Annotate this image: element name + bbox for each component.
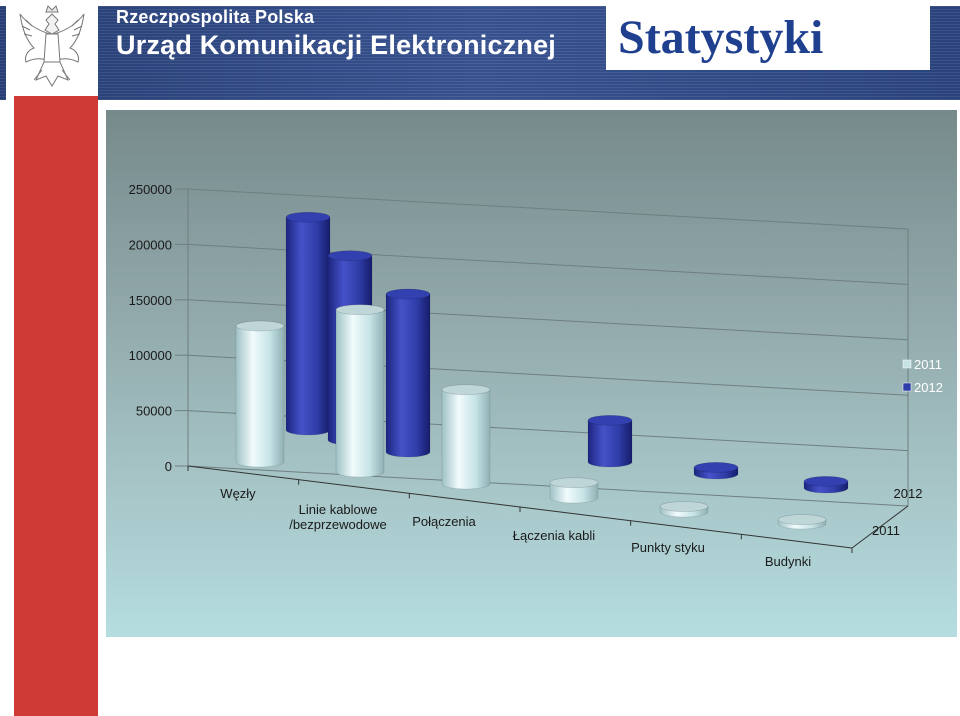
x-tick-label: Łączenia kabli [513, 528, 595, 543]
x-tick-label-line: Punkty styku [631, 540, 705, 555]
side-strip [14, 100, 98, 716]
page-title-box: Statystyki [606, 6, 930, 70]
bar-body [441, 389, 491, 490]
x-tick-label: Węzły [220, 486, 256, 501]
eagle-emblem [6, 0, 98, 100]
bar-2012-2 [385, 288, 431, 458]
x-tick-label: Połączenia [412, 514, 476, 529]
chart-legend: 2011 2012 [902, 357, 943, 395]
bar-body [235, 325, 285, 468]
depth-label: 2011 [872, 523, 900, 538]
legend-label-2011: 2011 [914, 357, 942, 372]
bar-2011-4 [659, 501, 709, 518]
bar-2012-5 [803, 476, 849, 494]
gridline [187, 188, 909, 230]
x-tick-label-line: /bezprzewodowe [289, 517, 387, 532]
bar-2011-0 [235, 320, 285, 468]
bar-top [327, 250, 373, 262]
bar-top [235, 320, 285, 332]
y-tick-label: 250000 [129, 182, 172, 197]
x-tick-label: Linie kablowe/bezprzewodowe [289, 502, 387, 532]
bar-top [659, 501, 709, 512]
y-tick-label: 50000 [136, 404, 172, 419]
bar-2011-1 [335, 304, 385, 478]
bar-top [803, 476, 849, 487]
chart-labels: 0 50000 100000 150000 200000 250000 Węzły Linie… [129, 182, 923, 569]
x-tick-label-line: Połączenia [412, 514, 476, 529]
bar-2011-3 [549, 477, 599, 504]
bar-top [587, 415, 633, 426]
x-tick-label-line: Łączenia kabli [513, 528, 595, 543]
bar-body [587, 420, 633, 468]
bar-2011-2 [441, 384, 491, 490]
x-tick-label-line: Linie kablowe [299, 502, 378, 517]
org-subtitle: Rzeczpospolita Polska [116, 7, 315, 27]
org-name: Urząd Komunikacji Elektronicznej [116, 30, 557, 60]
bar-top [385, 288, 431, 300]
x-tick-label-line: Budynki [765, 554, 811, 569]
y-tick-label: 200000 [129, 237, 172, 252]
y-tick-label: 0 [165, 459, 172, 474]
depth-axis-line [851, 505, 909, 549]
depth-label: 2012 [894, 486, 923, 501]
bar-top [777, 514, 827, 525]
bar-2012-3 [587, 415, 633, 468]
legend-swatch-2012 [902, 382, 912, 392]
y-tick-label: 100000 [129, 348, 172, 363]
bar-2012-0 [285, 211, 331, 436]
x-tick-label-line: Węzły [220, 486, 256, 501]
bar-2012-4 [693, 462, 739, 480]
header-top-stripe [0, 0, 960, 6]
bar-top [441, 384, 491, 395]
gridline [187, 465, 909, 507]
bar-top [549, 477, 599, 488]
eagle-icon [19, 5, 85, 87]
bar-body [335, 309, 385, 478]
x-tick-label: Budynki [765, 554, 811, 569]
x-tick-label: Punkty styku [631, 540, 705, 555]
chart-bars [235, 211, 849, 530]
bar-body [549, 482, 599, 504]
bar-top [693, 462, 739, 473]
bar-body [285, 216, 331, 436]
bar-body [385, 293, 431, 458]
bar-2011-5 [777, 514, 827, 530]
chart-grid [175, 188, 909, 507]
y-tick-label: 150000 [129, 293, 172, 308]
bar-top [285, 211, 331, 223]
page-title: Statystyki [618, 11, 824, 64]
legend-label-2012: 2012 [914, 380, 943, 395]
bar-top [335, 304, 385, 315]
legend-swatch-2011 [902, 359, 912, 369]
